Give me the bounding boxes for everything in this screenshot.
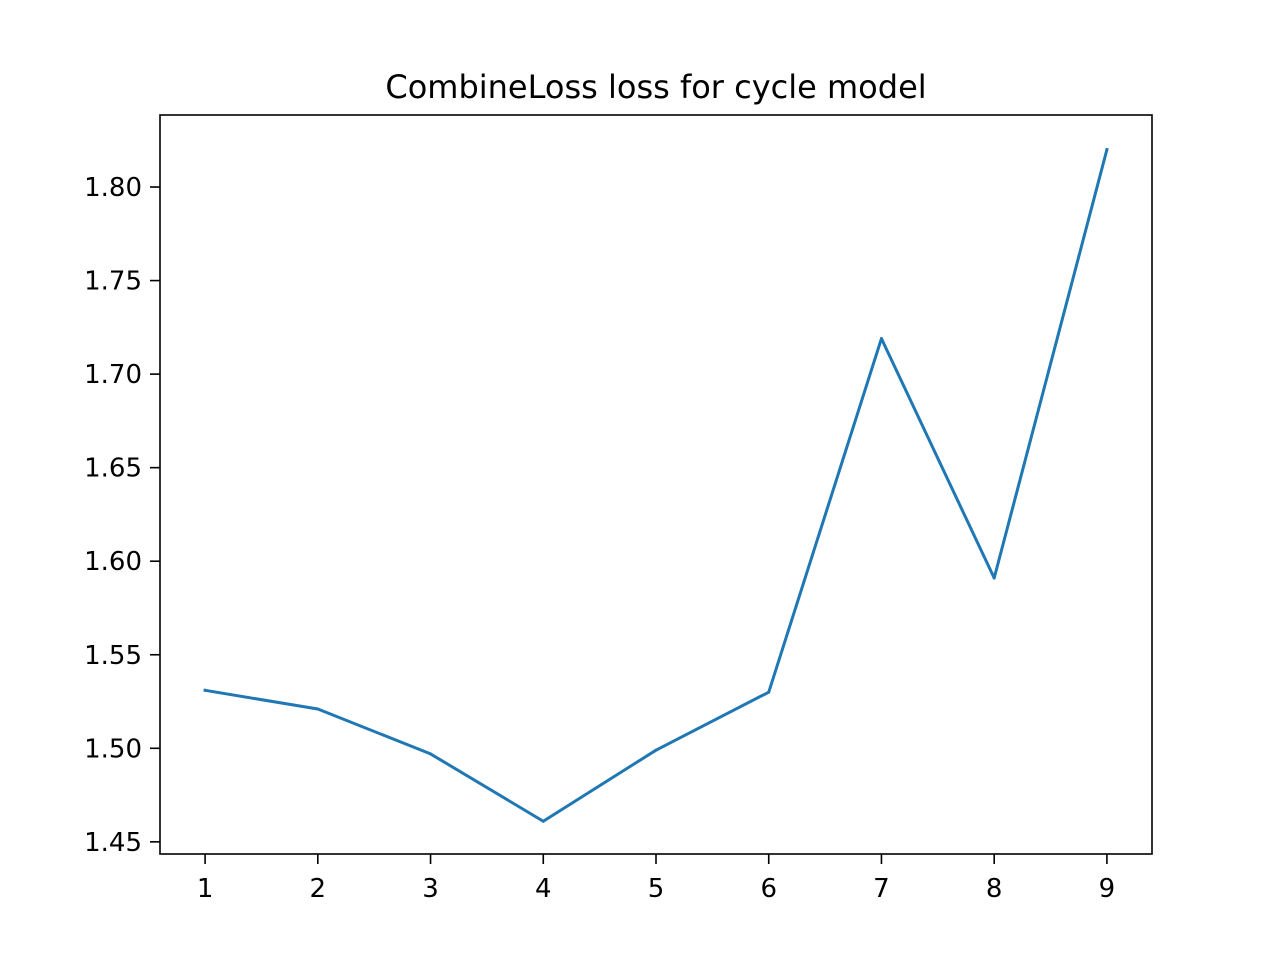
x-tick-label: 7 <box>873 874 890 904</box>
data-point <box>429 752 433 756</box>
x-tick-label: 4 <box>535 874 552 904</box>
plot-area <box>160 115 1152 854</box>
x-tick-label: 6 <box>760 874 777 904</box>
data-point <box>767 690 771 694</box>
y-tick-label: 1.70 <box>84 360 142 390</box>
plot-frame <box>159 114 1153 855</box>
data-point <box>316 707 320 711</box>
data-point <box>541 819 545 823</box>
y-tick-label: 1.75 <box>84 267 142 297</box>
x-tick-label: 5 <box>648 874 665 904</box>
x-tick-label: 9 <box>1099 874 1116 904</box>
chart-title: CombineLoss loss for cycle model <box>385 68 926 106</box>
data-point <box>203 688 207 692</box>
x-axis: 1 2 3 4 5 6 7 8 9 <box>197 854 1115 904</box>
y-tick-label: 1.55 <box>84 641 142 671</box>
data-point <box>654 748 658 752</box>
y-tick-label: 1.50 <box>84 734 142 764</box>
series-points <box>203 148 1109 823</box>
y-tick-label: 1.45 <box>84 828 142 858</box>
data-point <box>992 576 996 580</box>
x-tick-label: 2 <box>310 874 327 904</box>
x-tick-label: 8 <box>986 874 1003 904</box>
x-tick-label: 3 <box>422 874 439 904</box>
y-tick-label: 1.60 <box>84 547 142 577</box>
y-axis: 1.45 1.50 1.55 1.60 1.65 1.70 1.75 1.80 <box>84 173 160 858</box>
x-tick-label: 1 <box>197 874 214 904</box>
y-tick-label: 1.65 <box>84 454 142 484</box>
data-point <box>1105 148 1109 152</box>
y-tick-label: 1.80 <box>84 173 142 203</box>
data-point <box>879 337 883 341</box>
